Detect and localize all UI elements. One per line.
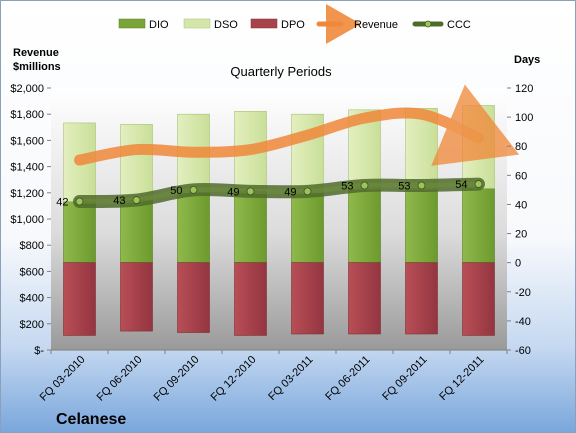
lines-layer: 42 43 50 49 49 53 53 54: [56, 84, 520, 209]
bar-dso: [462, 105, 495, 189]
revenue-line: [74, 84, 520, 166]
left-tick-label: $600: [20, 266, 44, 278]
right-tick-label: 60: [515, 170, 527, 182]
company-name: Celanese: [56, 411, 126, 428]
right-tick-label: 100: [515, 112, 533, 124]
bar-dio: [291, 192, 324, 263]
left-tick-label: $1,600: [10, 135, 44, 147]
left-tick-label: $200: [20, 319, 44, 331]
right-tick-label: -20: [515, 287, 531, 299]
legend-ccc-label: CCC: [447, 19, 471, 31]
right-tick-label: 120: [515, 83, 533, 95]
ccc-point: [246, 187, 255, 196]
bar-dio: [462, 188, 495, 263]
legend-dpo-label: DPO: [281, 19, 305, 31]
ccc-data-label: 53: [398, 181, 410, 193]
bar-dpo: [348, 262, 381, 335]
ccc-data-label: 53: [341, 181, 353, 193]
right-tick-label: 0: [515, 258, 521, 270]
x-tick-label: FQ 03-2011: [266, 354, 315, 403]
legend-dio-label: DIO: [149, 19, 169, 31]
bar-dio: [348, 189, 381, 263]
right-tick-label: 80: [515, 141, 527, 153]
ccc-point: [417, 181, 426, 190]
left-tick-label: $-: [34, 345, 44, 357]
ccc-data-label: 49: [284, 186, 296, 198]
left-tick-label: $2,000: [10, 83, 44, 95]
bar-dpo: [405, 262, 438, 335]
bar-dpo: [177, 262, 210, 333]
legend: DIO DSO DPO Revenue CCC: [118, 4, 471, 44]
legend-dpo-swatch: [250, 18, 278, 29]
ccc-point: [189, 185, 198, 194]
x-tick-label: FQ 03-2010: [38, 354, 88, 404]
plot-area: [51, 88, 507, 350]
left-tick-label: $1,800: [10, 109, 44, 121]
bar-dio: [234, 191, 267, 263]
ccc-point: [75, 197, 84, 206]
x-tick-label: FQ 12-2010: [209, 354, 259, 404]
legend-dso-swatch: [183, 18, 211, 29]
left-tick-label: $1,200: [10, 188, 44, 200]
ccc-data-label: 49: [227, 186, 239, 198]
ccc-point: [474, 180, 483, 188]
chart-title: Quarterly Periods: [230, 64, 332, 79]
right-tick-label: 20: [515, 229, 527, 241]
legend-dso-label: DSO: [214, 19, 238, 31]
bar-dpo: [63, 262, 96, 336]
x-tick-label: FQ 12-2011: [437, 354, 486, 403]
x-tick-label: FQ 09-2010: [152, 354, 202, 404]
right-axis-title: Days: [514, 54, 540, 66]
bar-dio: [177, 192, 210, 263]
left-axis-title-line2: $millions: [13, 61, 61, 73]
left-tick-label: $1,400: [10, 162, 44, 174]
ccc-data-label: 54: [455, 179, 467, 191]
ccc-data-label: 42: [56, 197, 68, 209]
legend-dio-swatch: [118, 18, 146, 29]
left-tick-label: $1,000: [10, 214, 44, 226]
right-tick-label: -60: [515, 345, 531, 357]
x-tick-label: FQ 09-2011: [380, 354, 429, 403]
bar-dpo: [291, 262, 324, 335]
left-axis-title-line1: Revenue: [13, 47, 59, 59]
left-tick-label: $400: [20, 293, 44, 305]
bar-dio: [405, 189, 438, 263]
ccc-line-highlight: [77, 181, 481, 205]
bar-dpo: [234, 262, 267, 336]
x-tick-label: FQ 06-2010: [95, 354, 145, 404]
x-tick-label: FQ 06-2011: [323, 354, 372, 403]
legend-ccc-marker: [424, 20, 432, 28]
legend-revenue-label: Revenue: [354, 19, 398, 31]
bar-dpo: [120, 262, 153, 332]
left-tick-label: $800: [20, 240, 44, 252]
ccc-point: [303, 187, 312, 196]
bar-dio: [63, 201, 96, 263]
right-tick-label: -40: [515, 316, 531, 328]
bar-dio: [120, 199, 153, 263]
bar-dso: [120, 124, 153, 201]
ccc-point: [360, 181, 369, 190]
right-tick-label: 40: [515, 199, 527, 211]
ccc-data-label: 50: [170, 185, 182, 197]
ccc-point: [132, 196, 141, 204]
ccc-data-label: 43: [113, 195, 125, 207]
bar-dpo: [462, 262, 495, 336]
